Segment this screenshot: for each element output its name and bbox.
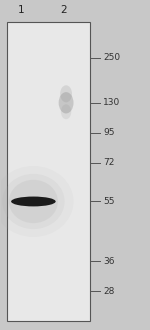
Ellipse shape	[0, 166, 74, 237]
Ellipse shape	[60, 85, 72, 102]
Text: 55: 55	[103, 197, 115, 206]
Ellipse shape	[11, 197, 56, 206]
Text: 36: 36	[103, 257, 115, 266]
Text: 72: 72	[103, 158, 115, 167]
Text: 95: 95	[103, 128, 115, 137]
Bar	[7, 22, 90, 321]
Text: 2: 2	[60, 6, 66, 16]
Ellipse shape	[9, 180, 58, 223]
Ellipse shape	[59, 92, 74, 114]
Text: 130: 130	[103, 98, 120, 107]
Text: 250: 250	[103, 53, 120, 62]
Text: 1: 1	[18, 6, 25, 16]
Ellipse shape	[61, 104, 71, 119]
Text: 28: 28	[103, 287, 115, 296]
Ellipse shape	[2, 174, 65, 229]
